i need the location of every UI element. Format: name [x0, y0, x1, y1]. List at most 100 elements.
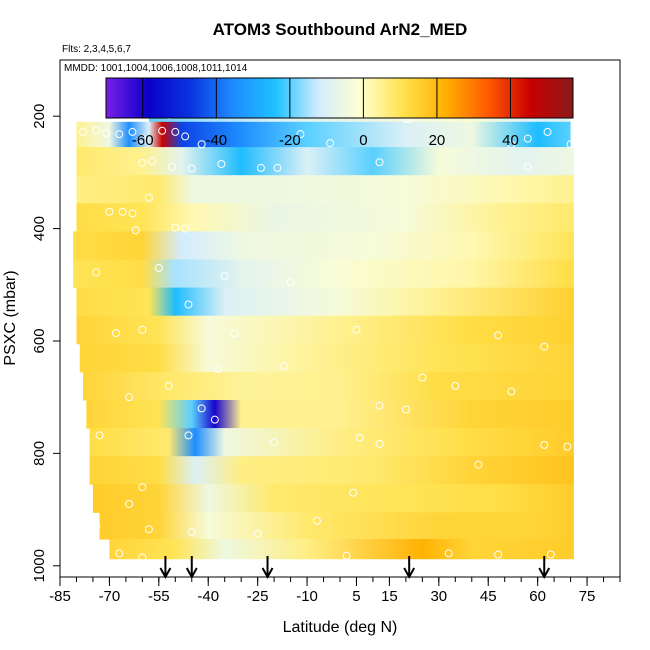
sample-point: [451, 381, 460, 390]
heatmap-row: [109, 539, 574, 560]
sample-point: [168, 162, 176, 171]
sample-point: [210, 415, 219, 424]
sample-point: [523, 134, 532, 143]
sample-point: [184, 431, 193, 440]
sample-point: [540, 440, 549, 449]
sample-point: [105, 207, 114, 216]
sample-point: [125, 499, 134, 508]
heatmap-row: [76, 287, 574, 317]
sample-point: [184, 300, 193, 309]
flights-label: Flts: 2,3,4,5,6,7: [62, 44, 131, 55]
x-tick-label: 45: [480, 588, 497, 605]
sample-point: [375, 401, 384, 410]
sample-point: [540, 342, 549, 351]
x-tick-label: 5: [352, 588, 360, 605]
sample-point: [144, 525, 153, 534]
sample-point: [375, 439, 384, 448]
sample-point: [187, 164, 196, 173]
sample-point: [138, 325, 147, 334]
x-tick-label: -85: [49, 588, 71, 605]
sample-point: [523, 162, 532, 171]
sample-point: [92, 126, 101, 135]
y-tick-label: 200: [31, 104, 48, 129]
sample-point: [171, 223, 180, 232]
y-axis-label: PSXC (mbar): [2, 270, 19, 365]
x-tick-label: -70: [99, 588, 121, 605]
sample-point: [563, 442, 572, 451]
sample-point: [543, 127, 552, 136]
sample-point: [118, 207, 127, 216]
heatmap-row: [73, 259, 574, 289]
sample-point: [349, 488, 358, 497]
sample-point: [280, 362, 288, 371]
heatmap-row: [76, 147, 574, 176]
sample-point: [115, 549, 124, 558]
x-tick-label: 60: [529, 588, 546, 605]
y-tick-label: 400: [31, 216, 48, 241]
sample-point: [546, 550, 555, 559]
sample-point: [326, 139, 335, 148]
sample-point: [128, 209, 137, 218]
sample-point: [474, 460, 483, 469]
sample-point: [181, 224, 190, 233]
heatmap-row: [89, 456, 574, 485]
sample-point: [286, 277, 295, 286]
sample-point: [401, 405, 410, 414]
sample-point: [197, 404, 206, 413]
sample-point: [138, 158, 147, 167]
flight-arrow: [403, 556, 416, 580]
dates-label: MMDD: 1001,1004,1006,1008,1011,1014: [64, 63, 248, 74]
sample-point: [214, 365, 223, 374]
sample-point: [148, 157, 157, 166]
flight-arrow: [538, 556, 551, 580]
sample-point: [342, 551, 351, 560]
heatmap-row: [76, 121, 571, 148]
flight-arrow-head: [261, 567, 274, 580]
sample-point: [171, 127, 180, 136]
flight-arrow-head: [538, 567, 551, 580]
heatmap-layer: [73, 103, 574, 560]
sample-points-layer: [79, 106, 575, 562]
heatmap-row: [99, 512, 574, 540]
x-tick-label: -55: [148, 588, 170, 605]
sample-point: [158, 126, 167, 135]
x-tick-label: -10: [296, 588, 318, 605]
sample-point: [164, 381, 173, 390]
sample-point: [375, 158, 384, 167]
y-tick-label: 1000: [31, 549, 48, 582]
heatmap-row: [73, 231, 574, 260]
colorbar-tick-label: 20: [429, 132, 446, 149]
y-tick-label: 800: [31, 441, 48, 466]
sample-point: [507, 140, 516, 149]
sample-point: [256, 163, 265, 172]
sample-point: [79, 127, 88, 136]
sample-point: [566, 140, 575, 149]
heatmap-row: [92, 484, 574, 513]
x-tick-label: -25: [247, 588, 269, 605]
sample-point: [494, 550, 503, 559]
sample-point: [220, 272, 229, 281]
chart-title: ATOM3 Southbound ArN2_MED: [213, 20, 468, 39]
sample-point: [355, 433, 364, 442]
flight-arrow: [261, 556, 274, 580]
sample-point: [312, 516, 321, 525]
sample-point: [125, 393, 134, 402]
flight-arrow-head: [403, 567, 416, 580]
colorbar-tick-label: -40: [205, 132, 227, 149]
sample-point: [270, 438, 279, 447]
x-tick-label: 30: [430, 588, 447, 605]
sample-point: [154, 263, 163, 272]
flight-arrows-layer: [159, 556, 551, 580]
colorbar: [105, 77, 574, 119]
heatmap-row: [89, 428, 574, 457]
sample-point: [296, 130, 305, 139]
sample-point: [507, 387, 516, 396]
sample-point: [217, 159, 226, 168]
x-tick-label: 75: [579, 588, 596, 605]
sample-point: [138, 483, 147, 492]
sample-point: [92, 522, 101, 531]
colorbar-tick-label: -20: [279, 132, 301, 149]
sample-point: [187, 528, 196, 537]
heatmap-row: [76, 315, 574, 345]
